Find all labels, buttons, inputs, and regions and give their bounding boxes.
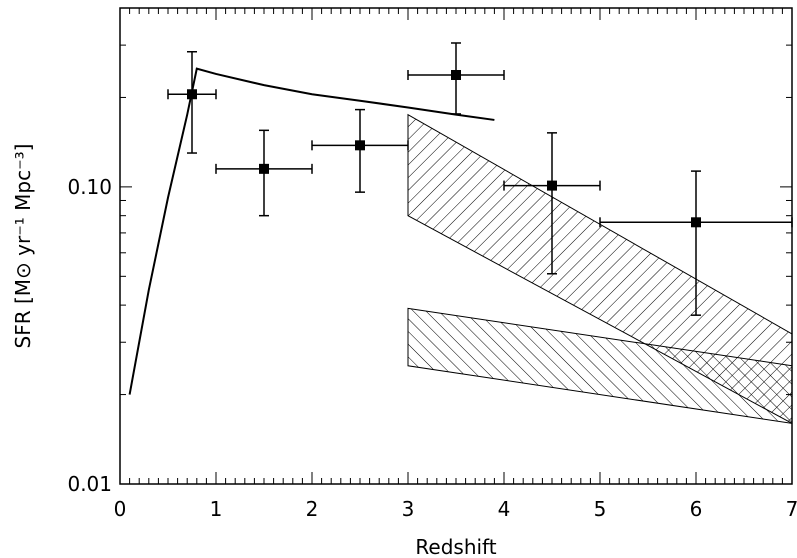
data-point-marker — [691, 217, 701, 228]
data-point-marker — [547, 180, 557, 191]
x-tick-label: 3 — [402, 497, 415, 521]
hatched-bands — [407, 113, 792, 424]
x-tick-label: 2 — [306, 497, 319, 521]
model-line — [128, 67, 495, 395]
model-curve — [128, 67, 495, 395]
x-axis-label: Redshift — [415, 535, 496, 558]
data-point-marker — [259, 163, 269, 174]
x-tick-label: 0 — [114, 497, 127, 521]
hatched-band — [407, 307, 792, 424]
x-tick-label: 5 — [594, 497, 607, 521]
hatched-band — [407, 113, 792, 424]
y-tick-label: 0.01 — [67, 472, 112, 496]
x-axis: 0 1 2 3 4 5 6 7 — [114, 8, 797, 521]
data-point-marker — [187, 89, 197, 100]
data-point-marker — [355, 140, 365, 151]
x-tick-label: 1 — [210, 497, 223, 521]
y-axis: 0.01 0.10 — [67, 7, 792, 496]
x-tick-label: 6 — [690, 497, 703, 521]
x-tick-label: 4 — [498, 497, 511, 521]
y-axis-label: SFR [M⊙ yr⁻¹ Mpc⁻³] — [11, 144, 35, 349]
x-tick-label: 7 — [786, 497, 797, 521]
data-points — [167, 42, 793, 316]
y-tick-label: 0.10 — [67, 175, 112, 199]
data-point-marker — [451, 69, 461, 80]
